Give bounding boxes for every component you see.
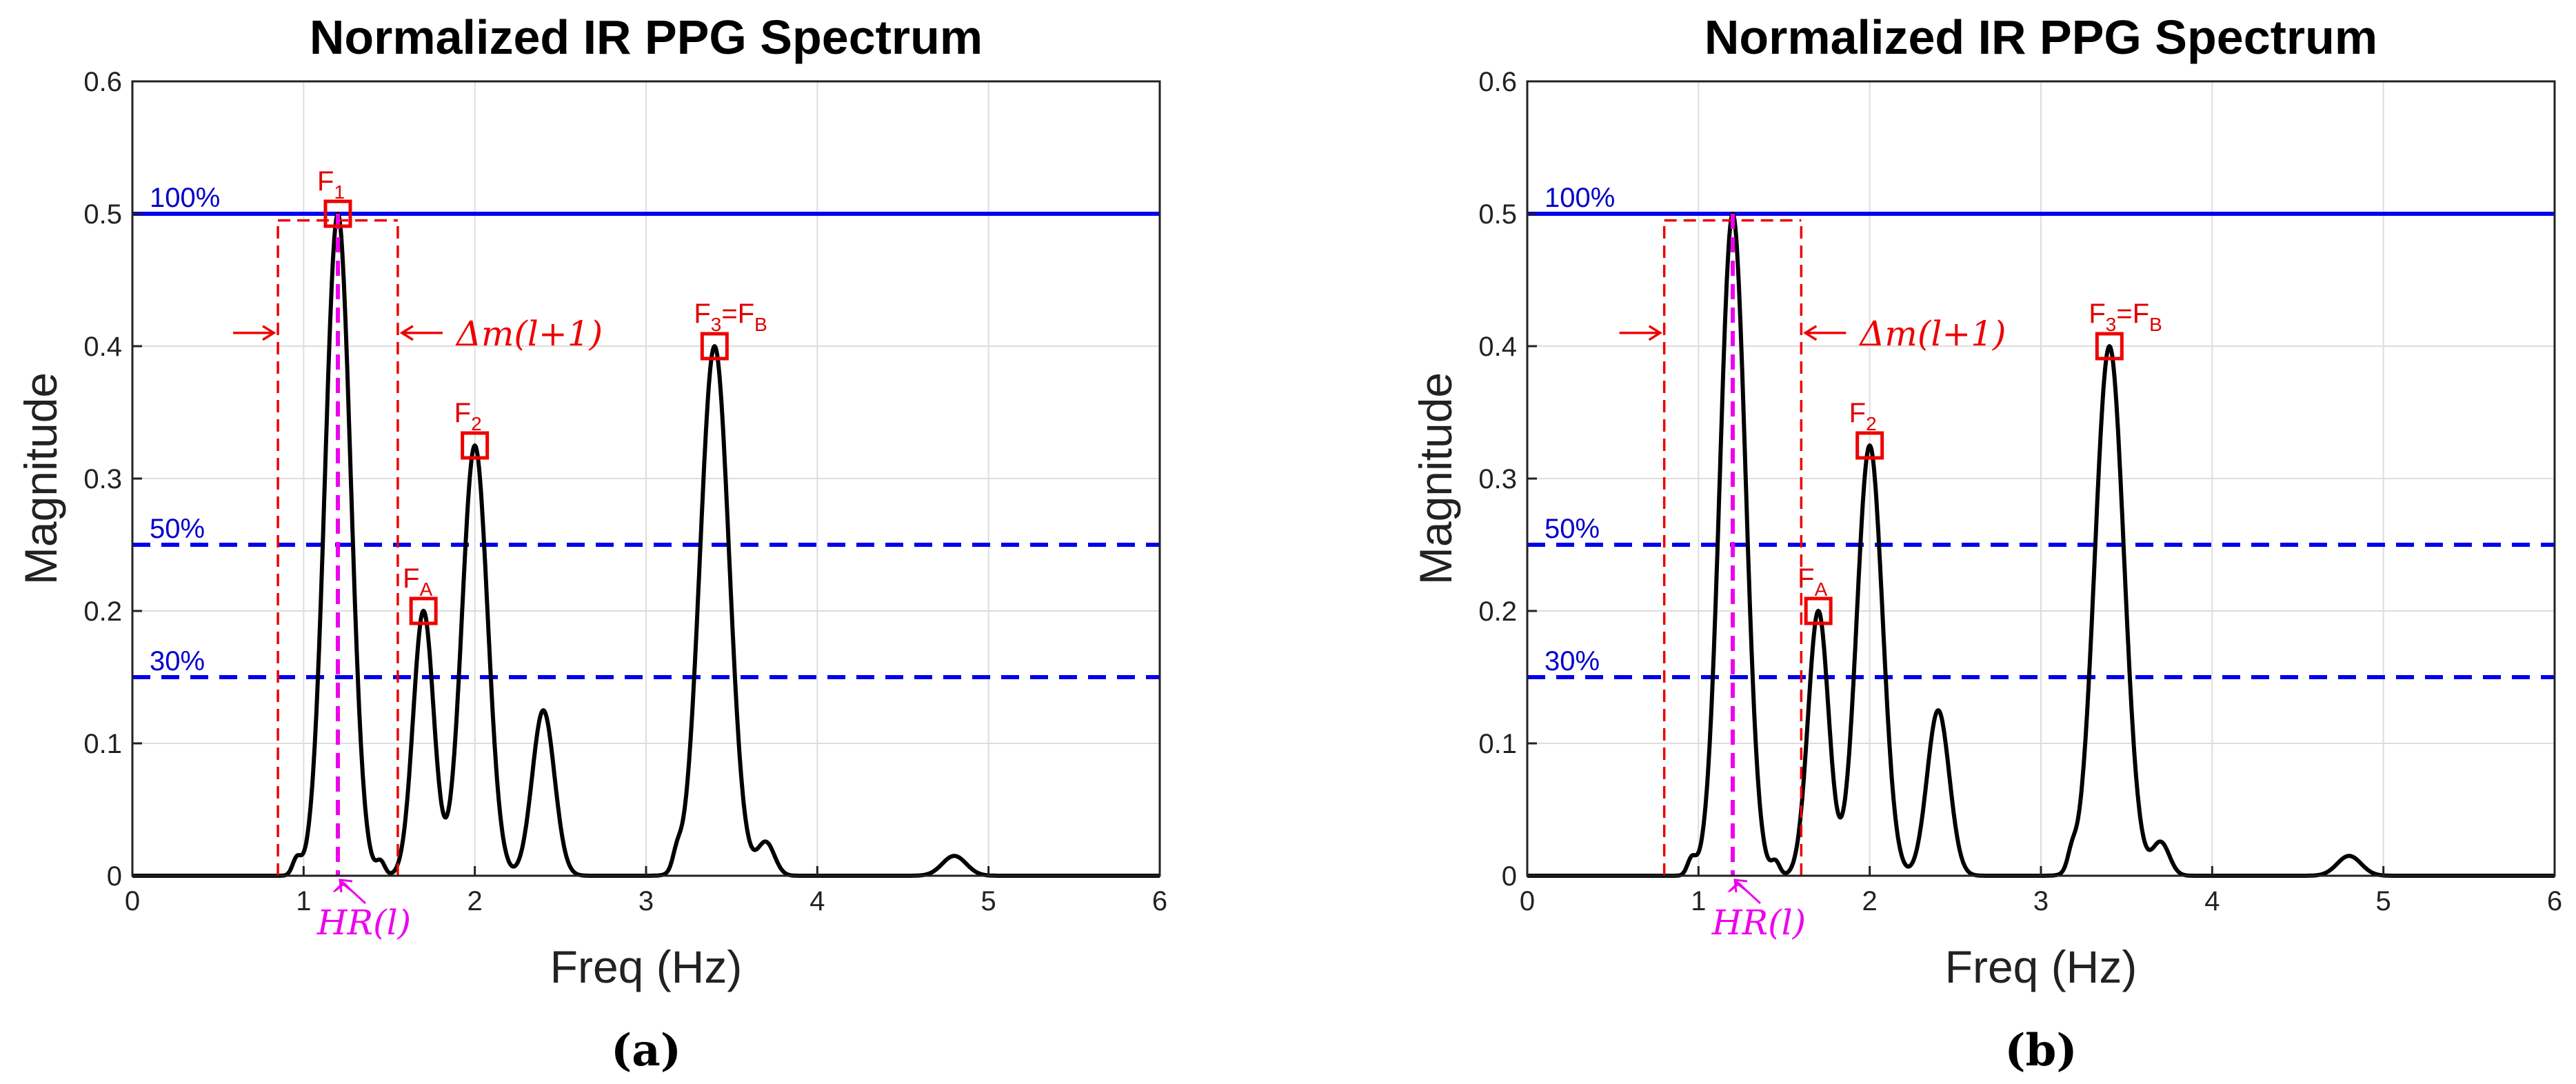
peak-marker xyxy=(323,199,352,228)
chart-title: Normalized IR PPG Spectrum xyxy=(1704,10,2377,64)
x-tick-label: 6 xyxy=(2547,886,2562,916)
level-label: 30% xyxy=(1544,646,1600,676)
peak-label-main: F xyxy=(1798,563,1814,594)
peak-label-main: F xyxy=(1849,398,1866,428)
x-tick-label: 0 xyxy=(1520,886,1535,916)
window-arrowhead-left xyxy=(1648,325,1662,341)
peak-label: FA xyxy=(1798,563,1827,600)
peak-label: F2 xyxy=(1849,398,1877,434)
y-tick-label: 0.2 xyxy=(1478,596,1517,627)
hr-pointer-head xyxy=(339,879,353,893)
x-tick-label: 3 xyxy=(638,886,654,916)
panel-caption: (b) xyxy=(2004,1025,2077,1076)
x-tick-label: 6 xyxy=(1152,886,1167,916)
level-label: 30% xyxy=(150,646,205,676)
peak-label-main: F xyxy=(454,398,471,428)
peak-label-sub: 2 xyxy=(471,413,482,434)
peak-label-suffix-sub: B xyxy=(2149,314,2162,335)
peak-label: FA xyxy=(403,563,432,600)
y-tick-label: 0.5 xyxy=(1478,199,1517,230)
y-tick-label: 0 xyxy=(1502,861,1517,892)
peak-label-main: F xyxy=(317,166,334,197)
hr-pointer xyxy=(1735,880,1762,905)
window-arrowhead-right xyxy=(399,325,414,341)
panel-caption: (a) xyxy=(611,1025,681,1076)
y-tick-label: 0.6 xyxy=(83,67,122,97)
peak-label-sub: 3 xyxy=(711,314,722,335)
level-label: 50% xyxy=(150,514,205,544)
y-tick-label: 0.1 xyxy=(83,729,122,759)
peak-label-main: F xyxy=(2089,299,2105,329)
window-arrowhead-right xyxy=(1803,325,1818,341)
search-window-label: Δm(l+1) xyxy=(1858,314,2006,354)
x-tick-label: 4 xyxy=(809,886,825,916)
peak-label-main: F xyxy=(694,299,710,329)
peak-label-sub: A xyxy=(1815,579,1828,600)
peak-marker xyxy=(461,431,490,460)
peak-label: F3=FB xyxy=(2089,299,2162,335)
x-tick-label: 5 xyxy=(2376,886,2391,916)
level-label: 50% xyxy=(1544,514,1600,544)
hr-estimate-label: HR(l) xyxy=(1711,903,1806,943)
hr-pointer-head xyxy=(1733,879,1748,893)
peak-label-sub: 1 xyxy=(334,181,345,203)
x-tick-label: 1 xyxy=(296,886,311,916)
x-tick-label: 1 xyxy=(1691,886,1706,916)
chart-title: Normalized IR PPG Spectrum xyxy=(310,10,983,64)
x-tick-label: 0 xyxy=(125,886,140,916)
peak-label-sub: A xyxy=(420,579,433,600)
window-arrowhead-left xyxy=(262,325,276,341)
x-axis-label: Freq (Hz) xyxy=(1945,941,2137,992)
y-axis-label: Magnitude xyxy=(15,372,66,585)
peak-marker xyxy=(1855,431,1884,460)
x-tick-label: 4 xyxy=(2204,886,2220,916)
hr-estimate-label: HR(l) xyxy=(316,903,411,943)
x-tick-label: 2 xyxy=(467,886,483,916)
peak-label-sub: 3 xyxy=(2106,314,2117,335)
y-tick-label: 0.3 xyxy=(83,464,122,494)
peak-label-main: F xyxy=(403,563,419,594)
peak-label-suffix: =F xyxy=(2116,299,2149,329)
x-tick-label: 3 xyxy=(2033,886,2049,916)
peak-marker xyxy=(409,596,438,625)
x-tick-label: 2 xyxy=(1862,886,1878,916)
x-tick-label: 5 xyxy=(981,886,996,916)
y-tick-label: 0.5 xyxy=(83,199,122,230)
y-tick-label: 0.3 xyxy=(1478,464,1517,494)
y-tick-label: 0.1 xyxy=(1478,729,1517,759)
y-tick-label: 0 xyxy=(107,861,122,892)
peak-label: F2 xyxy=(454,398,482,434)
hr-pointer xyxy=(340,880,367,905)
x-axis-label: Freq (Hz) xyxy=(550,941,743,992)
peak-marker xyxy=(700,332,729,361)
y-tick-label: 0.2 xyxy=(83,596,122,627)
peak-marker xyxy=(2095,332,2124,361)
y-tick-label: 0.6 xyxy=(1478,67,1517,97)
peak-label-suffix: =F xyxy=(721,299,754,329)
peak-label-suffix-sub: B xyxy=(754,314,767,335)
y-tick-label: 0.4 xyxy=(83,332,122,362)
level-label: 100% xyxy=(1544,183,1615,213)
search-window-label: Δm(l+1) xyxy=(455,314,603,354)
peak-label: F3=FB xyxy=(694,299,767,335)
level-label: 100% xyxy=(150,183,220,213)
hr-hat-accent: ^ xyxy=(329,876,358,916)
hr-hat-accent: ^ xyxy=(1724,876,1753,916)
y-tick-label: 0.4 xyxy=(1478,332,1517,362)
peak-label-sub: 2 xyxy=(1866,413,1877,434)
peak-label: F1 xyxy=(317,166,345,203)
peak-marker xyxy=(1804,596,1833,625)
y-axis-label: Magnitude xyxy=(1410,372,1461,585)
